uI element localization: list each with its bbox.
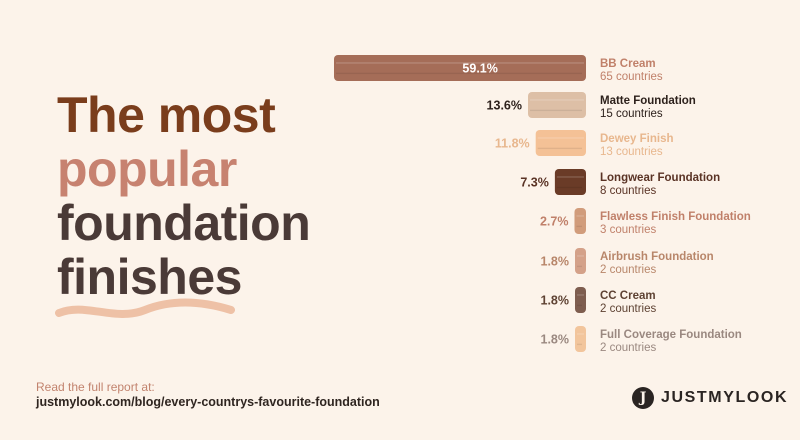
bar-texture: [530, 99, 584, 101]
bar-group: [528, 92, 586, 118]
bar-group: [535, 130, 586, 156]
bar-group: [334, 55, 586, 81]
report-link[interactable]: justmylook.com/blog/every-countrys-favou…: [36, 395, 380, 409]
bar-texture: [577, 304, 582, 307]
bar-texture: [336, 72, 582, 75]
title-line-3: foundation: [57, 195, 311, 251]
bar-group: [575, 248, 586, 274]
bar: [554, 169, 586, 195]
bar-texture: [577, 333, 584, 335]
countries-label: 2 countries: [600, 342, 657, 354]
category-label: Airbrush Foundation: [600, 251, 714, 263]
category-label: BB Cream: [600, 58, 656, 70]
bar-texture: [576, 225, 582, 228]
title-line-1: The most: [57, 87, 276, 143]
category-label: Full Coverage Foundation: [600, 329, 742, 341]
value-label: 59.1%: [462, 62, 497, 76]
bar-texture: [577, 265, 582, 268]
bar: [535, 130, 586, 156]
countries-label: 3 countries: [600, 224, 657, 236]
bar: [575, 326, 586, 352]
bar: [575, 287, 586, 313]
report-label: Read the full report at:: [36, 380, 155, 394]
value-label: 1.8%: [541, 255, 570, 269]
bar: [334, 55, 586, 81]
countries-label: 2 countries: [600, 303, 657, 315]
countries-label: 13 countries: [600, 146, 663, 158]
bar-texture: [530, 109, 582, 112]
category-label: Dewey Finish: [600, 133, 674, 145]
value-label: 1.8%: [541, 333, 570, 347]
bar-texture: [556, 176, 584, 178]
countries-label: 2 countries: [600, 264, 657, 276]
brand-name: JUSTMYLOOK: [661, 389, 789, 406]
value-label: 11.8%: [495, 137, 530, 151]
bar-group: [574, 208, 586, 234]
brush-wave-decoration: [55, 298, 235, 318]
brand-logo[interactable]: J JUSTMYLOOK: [632, 387, 788, 409]
value-label: 1.8%: [541, 294, 570, 308]
title-line-2: popular: [57, 141, 237, 197]
countries-label: 65 countries: [600, 71, 663, 83]
title-line-4: finishes: [57, 249, 242, 305]
chart-title: The most popular foundation finishes: [57, 87, 311, 305]
bar-texture: [537, 137, 584, 139]
countries-label: 15 countries: [600, 108, 663, 120]
bar-texture: [556, 186, 582, 189]
bar-texture: [336, 62, 584, 64]
category-label: Longwear Foundation: [600, 172, 720, 184]
j-logo-icon: J: [632, 387, 654, 409]
bar-group: [554, 169, 586, 195]
bar-texture: [577, 255, 584, 257]
bar: [575, 248, 586, 274]
value-label: 7.3%: [520, 176, 549, 190]
bar: [528, 92, 586, 118]
bar-texture: [577, 294, 584, 296]
bar-texture: [537, 147, 582, 150]
category-label: Matte Foundation: [600, 95, 696, 107]
category-label: CC Cream: [600, 290, 656, 302]
bar-group: [575, 326, 586, 352]
value-label: 2.7%: [540, 215, 569, 229]
bar-texture: [576, 215, 584, 217]
bar: [574, 208, 586, 234]
bar-group: [575, 287, 586, 313]
category-label: Flawless Finish Foundation: [600, 211, 751, 223]
value-label: 13.6%: [487, 99, 522, 113]
bar-texture: [577, 343, 582, 346]
countries-label: 8 countries: [600, 185, 657, 197]
